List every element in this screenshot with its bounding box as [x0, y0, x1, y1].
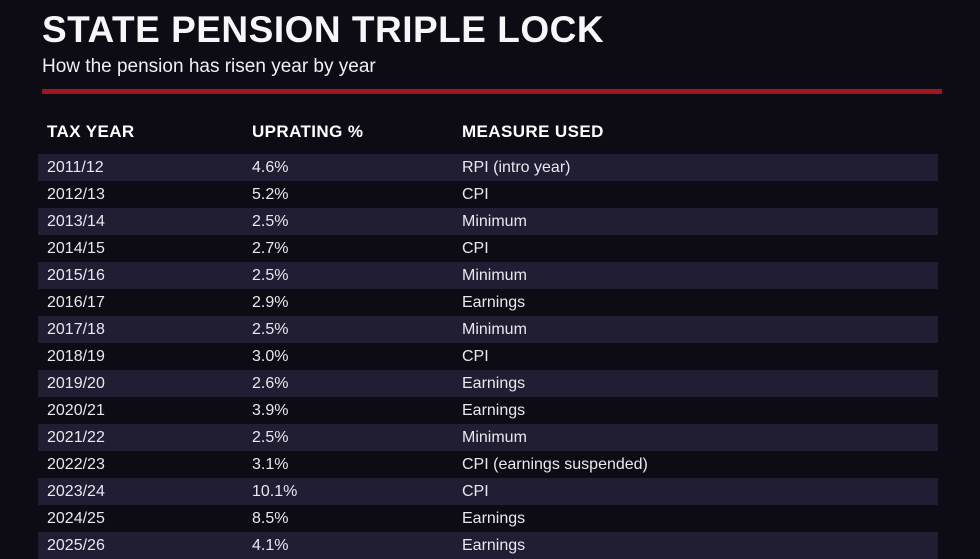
masthead: STATE PENSION TRIPLE LOCK How the pensio…: [0, 0, 980, 78]
cell-measure: CPI (earnings suspended): [462, 455, 648, 473]
column-header-uprating: UPRATING %: [252, 122, 364, 142]
table-row: 2021/22 2.5% Minimum: [38, 424, 938, 452]
cell-uprating: 2.9%: [252, 293, 289, 311]
cell-measure: CPI: [462, 482, 489, 500]
cell-tax-year: 2013/14: [47, 212, 105, 230]
cell-tax-year: 2012/13: [47, 185, 105, 203]
cell-tax-year: 2018/19: [47, 347, 105, 365]
cell-uprating: 3.0%: [252, 347, 289, 365]
cell-tax-year: 2011/12: [47, 158, 104, 176]
cell-measure: Earnings: [462, 374, 526, 392]
cell-uprating: 4.1%: [252, 536, 289, 554]
cell-uprating: 2.5%: [252, 266, 289, 284]
pension-table: TAX YEAR UPRATING % MEASURE USED 2011/12…: [38, 109, 938, 559]
cell-measure: Earnings: [462, 293, 526, 311]
column-header-measure: MEASURE USED: [462, 122, 604, 142]
table-row: 2011/12 4.6% RPI (intro year): [38, 154, 938, 182]
table-row: 2020/21 3.9% Earnings: [38, 397, 938, 424]
table-row: 2019/20 2.6% Earnings: [38, 370, 938, 398]
cell-tax-year: 2015/16: [47, 266, 105, 284]
cell-measure: Earnings: [462, 401, 526, 419]
cell-tax-year: 2024/25: [47, 509, 105, 527]
cell-tax-year: 2016/17: [47, 293, 105, 311]
cell-uprating: 2.5%: [252, 212, 289, 230]
cell-measure: RPI (intro year): [462, 158, 571, 176]
cell-measure: Minimum: [462, 266, 527, 284]
table-header-row: TAX YEAR UPRATING % MEASURE USED: [38, 109, 938, 154]
cell-measure: CPI: [462, 239, 489, 257]
cell-measure: CPI: [462, 185, 489, 203]
table-row: 2016/17 2.9% Earnings: [38, 289, 938, 316]
table-row: 2017/18 2.5% Minimum: [38, 316, 938, 344]
cell-uprating: 2.5%: [252, 320, 289, 338]
cell-measure: Earnings: [462, 509, 526, 527]
column-header-tax-year: TAX YEAR: [47, 122, 135, 142]
cell-tax-year: 2025/26: [47, 536, 105, 554]
page-subtitle: How the pension has risen year by year: [42, 56, 376, 78]
cell-tax-year: 2017/18: [47, 320, 105, 338]
cell-uprating: 8.5%: [252, 509, 289, 527]
table-row: 2025/26 4.1% Earnings: [38, 532, 938, 559]
cell-uprating: 2.7%: [252, 239, 289, 257]
cell-tax-year: 2021/22: [47, 428, 105, 446]
cell-measure: Minimum: [462, 320, 527, 338]
table-row: 2013/14 2.5% Minimum: [38, 208, 938, 236]
cell-tax-year: 2019/20: [47, 374, 105, 392]
table-row: 2022/23 3.1% CPI (earnings suspended): [38, 451, 938, 478]
accent-divider: [42, 89, 942, 95]
cell-measure: Earnings: [462, 536, 526, 554]
table-row: 2014/15 2.7% CPI: [38, 235, 938, 262]
cell-uprating: 4.6%: [252, 158, 289, 176]
cell-uprating: 2.5%: [252, 428, 289, 446]
cell-tax-year: 2014/15: [47, 239, 105, 257]
page-title: STATE PENSION TRIPLE LOCK: [42, 9, 605, 50]
cell-measure: Minimum: [462, 428, 527, 446]
cell-tax-year: 2020/21: [47, 401, 105, 419]
table-row: 2015/16 2.5% Minimum: [38, 262, 938, 290]
cell-uprating: 2.6%: [252, 374, 289, 392]
table-row: 2012/13 5.2% CPI: [38, 181, 938, 208]
cell-uprating: 3.1%: [252, 455, 289, 473]
cell-uprating: 10.1%: [252, 482, 298, 500]
cell-uprating: 5.2%: [252, 185, 289, 203]
cell-measure: Minimum: [462, 212, 527, 230]
cell-tax-year: 2022/23: [47, 455, 105, 473]
cell-tax-year: 2023/24: [47, 482, 105, 500]
cell-uprating: 3.9%: [252, 401, 289, 419]
table-row: 2023/24 10.1% CPI: [38, 478, 938, 506]
table-row: 2024/25 8.5% Earnings: [38, 505, 938, 532]
cell-measure: CPI: [462, 347, 489, 365]
table-row: 2018/19 3.0% CPI: [38, 343, 938, 370]
table-body: 2011/12 4.6% RPI (intro year) 2012/13 5.2% CP…: [38, 154, 938, 559]
